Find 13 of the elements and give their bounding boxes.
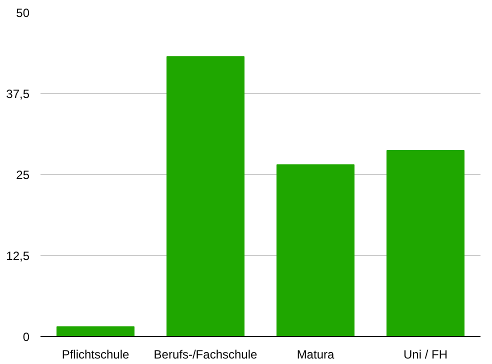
y-tick-label: 37,5: [6, 87, 30, 101]
x-tick-label: Uni / FH: [404, 348, 448, 362]
bar: [386, 150, 464, 336]
y-tick-label: 0: [22, 330, 30, 344]
x-tick-label: Pflichtschule: [62, 348, 130, 362]
y-tick-label: 50: [16, 6, 30, 20]
bar: [166, 56, 244, 336]
y-tick-label: 25: [16, 168, 30, 182]
bar: [56, 326, 134, 336]
y-tick-label: 12,5: [6, 249, 30, 263]
x-tick-label: Berufs-/Fachschule: [154, 348, 258, 362]
bar: [276, 164, 354, 336]
x-tick-label: Matura: [296, 348, 334, 362]
